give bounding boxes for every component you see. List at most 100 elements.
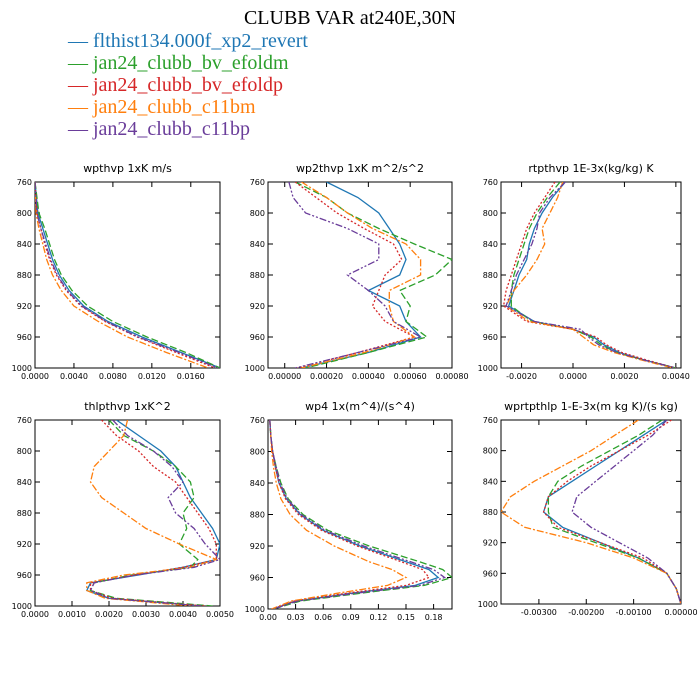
y-tick-label: 760 — [483, 178, 498, 187]
series-line — [269, 420, 431, 609]
x-tick-label: 0.0120 — [138, 372, 166, 381]
y-tick-label: 800 — [250, 209, 265, 218]
legend-entry: — jan24_clubb_c11bm — [68, 96, 308, 118]
legend-entry: — jan24_clubb_c11bp — [68, 118, 308, 140]
panel-title: thlpthvp 1xK^2 — [84, 400, 171, 413]
panel-title: wprtpthlp 1-E-3x(m kg K)/(s kg) — [504, 400, 678, 413]
y-tick-label: 760 — [17, 178, 32, 187]
legend-entry: — flthist134.000f_xp2_revert — [68, 30, 308, 52]
x-tick-label: 0.0020 — [610, 372, 638, 381]
y-tick-label: 960 — [17, 333, 32, 342]
chart-panel: wprtpthlp 1-E-3x(m kg K)/(s kg) 760 800 840… — [478, 400, 698, 617]
chart-panel: thlpthvp 1xK^276080084088092096010000.00… — [12, 400, 234, 619]
y-tick-label: 800 — [17, 447, 32, 456]
series-line — [288, 182, 423, 368]
x-tick-label: 0.00 — [259, 613, 277, 622]
series-line — [35, 182, 220, 368]
series-line — [35, 182, 216, 368]
y-tick-label: 840 — [17, 240, 32, 249]
series-line — [269, 420, 440, 609]
y-tick-label: 880 — [17, 271, 32, 280]
y-tick-label: 760 — [17, 416, 32, 425]
y-tick-label: 880 — [17, 509, 32, 518]
series-line — [269, 420, 447, 609]
series-line — [86, 420, 219, 606]
series-line — [294, 182, 417, 368]
y-tick-label: 880 — [250, 511, 265, 520]
series-line — [547, 420, 681, 604]
y-tick-label: 960 — [250, 333, 265, 342]
x-tick-label: 0.00040 — [352, 372, 385, 381]
x-tick-label: 0.00080 — [435, 372, 468, 381]
series-line — [505, 182, 677, 368]
y-tick-label: 760 — [250, 416, 265, 425]
x-tick-label: 0.06 — [314, 613, 332, 622]
y-tick-label: 800 — [17, 209, 32, 218]
x-tick-label: 0.0050 — [206, 610, 234, 619]
series-line — [542, 420, 681, 604]
x-tick-label: 0.00000 — [664, 608, 697, 617]
plot-frame — [267, 419, 453, 610]
x-tick-label: 0.0010 — [58, 610, 86, 619]
series-line — [505, 182, 674, 368]
x-tick-label: 0.00000 — [268, 372, 301, 381]
legend-entry: — jan24_clubb_bv_efoldp — [68, 74, 308, 96]
x-tick-label: 0.0080 — [99, 372, 127, 381]
legend-label: — flthist134.000f_xp2_revert — [68, 30, 308, 52]
legend: — flthist134.000f_xp2_revert — jan24_clu… — [68, 30, 308, 140]
series-line — [89, 420, 220, 606]
series-line — [269, 420, 408, 609]
chart-panel: wp2thvp 1xK m^2/s^2 760 800 840 880 920 960 100… — [245, 162, 469, 381]
series-line — [35, 182, 219, 368]
x-tick-label: 0.00060 — [394, 372, 427, 381]
x-tick-label: 0.0040 — [662, 372, 690, 381]
series-line — [502, 182, 677, 368]
x-tick-label: -0.00200 — [568, 608, 604, 617]
figure-title: CLUBB VAR at240E,30N — [243, 7, 457, 29]
y-tick-label: 920 — [250, 302, 265, 311]
panel-title: wp4 1x(m^4)/(s^4) — [305, 400, 415, 413]
y-tick-label: 840 — [250, 479, 265, 488]
y-tick-label: 800 — [250, 448, 265, 457]
plot-frame — [34, 419, 221, 607]
y-tick-label: 760 — [483, 416, 498, 425]
x-tick-label: 0.03 — [287, 613, 305, 622]
chart-panel: wpthvp 1xK m/s76080084088092096010000.00… — [12, 162, 221, 381]
series-line — [269, 420, 452, 609]
series-line — [510, 182, 677, 368]
x-tick-label: 0.18 — [425, 613, 443, 622]
series-line — [35, 182, 209, 368]
x-tick-label: 0.0020 — [95, 610, 123, 619]
y-tick-label: 880 — [250, 271, 265, 280]
y-tick-label: 840 — [17, 478, 32, 487]
y-tick-label: 1000 — [12, 364, 32, 373]
y-tick-label: 800 — [483, 209, 498, 218]
y-tick-label: 1000 — [245, 364, 265, 373]
x-tick-label: -0.0020 — [506, 372, 537, 381]
panel-title: wpthvp 1xK m/s — [83, 162, 172, 175]
series-line — [501, 420, 681, 604]
legend-entry: — jan24_clubb_bv_efoldm — [68, 52, 308, 74]
y-tick-label: 800 — [483, 447, 498, 456]
x-tick-label: 0.0040 — [169, 610, 197, 619]
plot-frame — [267, 181, 453, 369]
x-tick-label: 0.0000 — [21, 372, 49, 381]
x-tick-label: 0.0040 — [60, 372, 88, 381]
y-tick-label: 1000 — [478, 364, 498, 373]
series-line — [89, 420, 213, 606]
legend-label: — jan24_clubb_bv_efoldm — [68, 52, 289, 74]
y-tick-label: 960 — [483, 333, 498, 342]
series-line — [35, 182, 220, 368]
series-line — [301, 182, 422, 368]
y-tick-label: 840 — [483, 477, 498, 486]
plot-frame — [34, 181, 221, 369]
y-tick-label: 840 — [250, 240, 265, 249]
legend-label: — jan24_clubb_bv_efoldp — [68, 74, 283, 96]
y-tick-label: 920 — [483, 539, 498, 548]
panel-title: rtpthvp 1E-3x(kg/kg) K — [528, 162, 654, 175]
x-tick-label: 0.0030 — [132, 610, 160, 619]
x-tick-label: 0.09 — [342, 613, 360, 622]
series-line — [89, 420, 217, 606]
y-tick-label: 920 — [250, 542, 265, 551]
